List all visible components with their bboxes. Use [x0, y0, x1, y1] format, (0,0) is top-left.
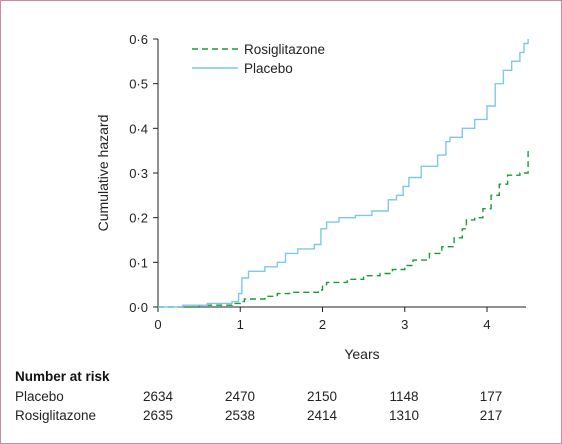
risk-cell: 1148: [389, 389, 419, 404]
series-line-rosiglitazone: [158, 150, 529, 308]
risk-cell: 217: [479, 408, 503, 423]
risk-cell: 2634: [142, 389, 174, 404]
series-line-placebo: [158, 39, 529, 308]
y-tick-label: 0·0: [129, 300, 148, 315]
risk-cell: 1310: [388, 408, 420, 423]
y-tick-label: 0·1: [129, 255, 148, 270]
risk-row-placebo: Placebo 2634 2470 2150 1148 177: [1, 389, 561, 407]
chart-axes: 0·0 0·1 0·2 0·3 0·4 0·5 0·6 0 1 2 3 4: [129, 32, 526, 332]
x-tick-label: 2: [319, 317, 326, 332]
series-layer: [158, 39, 529, 308]
x-tick-label: 4: [483, 317, 490, 332]
risk-cell: 2538: [224, 408, 256, 423]
risk-row-label: Rosiglitazone: [15, 408, 97, 423]
y-axis-label: Cumulative hazard: [95, 115, 111, 232]
x-tick-label: 3: [401, 317, 408, 332]
risk-row-rosiglitazone: Rosiglitazone 2635 2538 2414 1310 217: [1, 408, 561, 426]
y-tick-label: 0·2: [129, 211, 148, 226]
legend-label: Placebo: [244, 61, 293, 76]
risk-cell: 2470: [224, 389, 256, 404]
chart-legend: Rosiglitazone Placebo: [192, 42, 325, 76]
risk-table-title: Number at risk: [15, 369, 110, 384]
x-axis-label: Years: [344, 346, 379, 362]
x-tick-label: 1: [237, 317, 244, 332]
risk-row-label: Placebo: [15, 389, 64, 404]
y-tick-label: 0·5: [129, 77, 148, 92]
y-tick-label: 0·6: [129, 32, 148, 47]
risk-cell: 2635: [142, 408, 174, 423]
risk-cell: 2150: [306, 389, 338, 404]
legend-label: Rosiglitazone: [244, 42, 325, 57]
risk-cell: 177: [479, 389, 503, 404]
y-tick-label: 0·4: [129, 121, 148, 136]
risk-cell: 2414: [306, 408, 338, 423]
y-tick-label: 0·3: [129, 166, 148, 181]
x-tick-label: 0: [154, 317, 161, 332]
